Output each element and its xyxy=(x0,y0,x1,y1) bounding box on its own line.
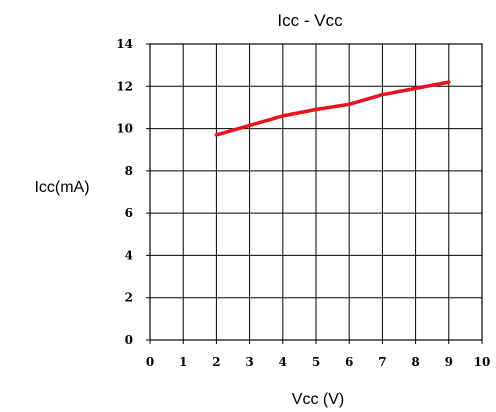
y-tick-label: 8 xyxy=(125,164,133,178)
y-axis-label: Icc(mA) xyxy=(34,179,89,196)
x-tick-label: 4 xyxy=(279,355,287,369)
x-tick-label: 7 xyxy=(378,355,386,369)
x-tick-label: 0 xyxy=(146,355,154,369)
series-line-0 xyxy=(214,80,451,137)
x-tick-label: 2 xyxy=(212,355,220,369)
grid xyxy=(146,43,483,344)
y-tick-label: 4 xyxy=(125,248,133,262)
y-tick-label: 12 xyxy=(116,79,133,93)
x-tick-label: 5 xyxy=(312,355,320,369)
x-tick-label: 1 xyxy=(179,355,187,369)
x-axis-label: Vcc (V) xyxy=(292,391,344,408)
x-tick-label: 9 xyxy=(445,355,453,369)
y-axis-ticks: 0 2 4 6 8 10 12 14 xyxy=(116,37,133,347)
x-tick-label: 10 xyxy=(474,355,491,369)
y-tick-label: 14 xyxy=(116,37,133,51)
series-layer xyxy=(214,80,451,137)
x-axis-ticks: 0 1 2 3 4 5 6 7 8 9 10 xyxy=(146,355,491,369)
y-tick-label: 0 xyxy=(125,333,133,347)
chart-title: Icc - Vcc xyxy=(277,11,343,30)
x-tick-label: 6 xyxy=(345,355,353,369)
x-tick-label: 8 xyxy=(411,355,419,369)
plot-frame xyxy=(149,43,483,341)
y-tick-label: 2 xyxy=(125,291,133,305)
y-tick-label: 10 xyxy=(116,122,133,136)
x-tick-label: 3 xyxy=(245,355,253,369)
y-tick-label: 6 xyxy=(125,206,133,220)
